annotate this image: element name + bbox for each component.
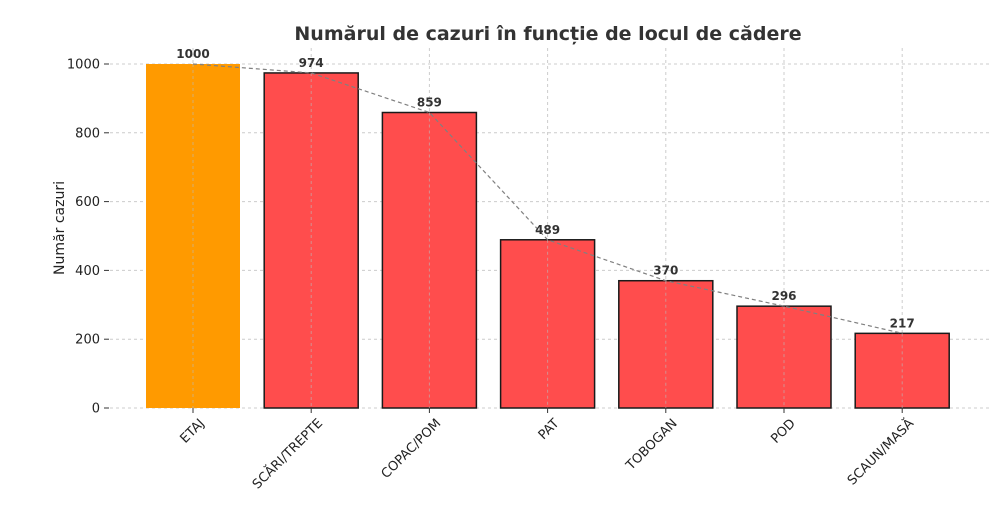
value-label: 217 [890,316,915,330]
x-tick-label: SCAUN/MASĂ [844,415,917,488]
value-label: 296 [771,289,796,303]
bar-1 [146,64,240,408]
value-label: 859 [417,96,442,110]
labels-layer: 1000 974 859 489 370 296 217 [176,47,914,330]
x-tick-label: SCĂRI/TREPTE [249,416,326,493]
y-tick-label: 800 [75,126,100,141]
y-tick-label: 400 [75,264,100,279]
value-label: 1000 [176,47,209,61]
trend-line [192,63,903,334]
chart-title: Numărul de cazuri în funcție de locul de… [294,23,801,45]
y-tick-label: 1000 [67,58,100,73]
x-tick-label: PAT [536,416,563,443]
y-tick-label: 200 [75,333,100,348]
value-label: 974 [299,56,324,70]
y-tick-label: 0 [92,402,100,417]
bars-layer [146,64,950,409]
y-tick-label: 600 [75,195,100,210]
value-label: 489 [535,223,560,237]
trend-layer [192,63,903,334]
x-tick-label: TOBOGAN [623,416,681,474]
x-tick-label: POD [768,416,798,446]
x-tick-label: COPAC/POM [379,416,445,482]
value-label: 370 [653,264,678,278]
y-axis-label: Număr cazuri [52,181,68,275]
x-tick-label: ETAJ [178,416,208,446]
bar-5 [618,279,714,409]
